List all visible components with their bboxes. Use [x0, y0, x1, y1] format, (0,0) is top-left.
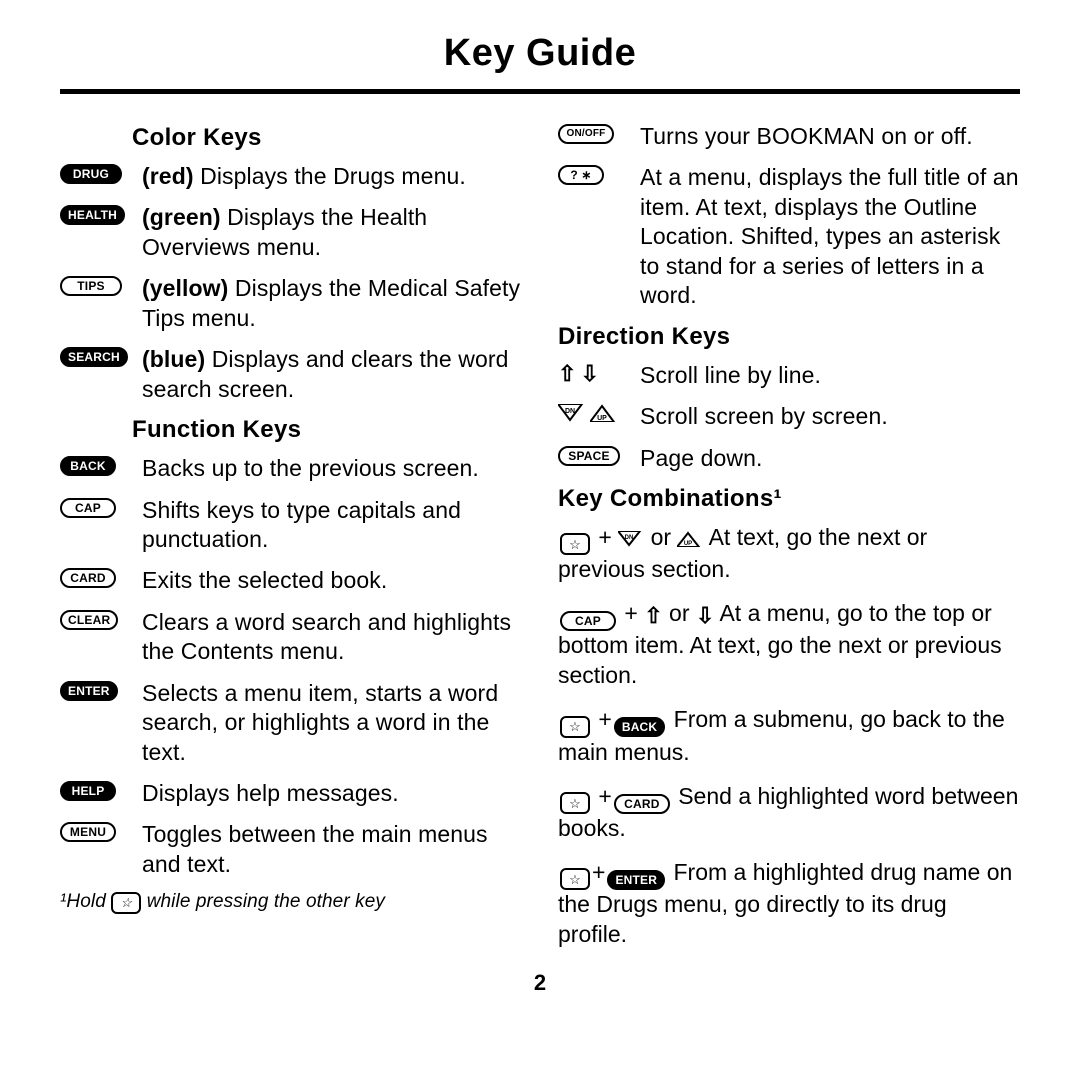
title-rule: [60, 89, 1020, 94]
star-icon: ☆: [560, 792, 590, 814]
updown-arrows-icon: ⇧⇩: [558, 363, 599, 385]
entry-back: BACK Backs up to the previous screen.: [60, 454, 522, 483]
entry-space: SPACE Page down.: [558, 444, 1020, 473]
entry-help: HELP Displays help messages.: [60, 779, 522, 808]
desc-qstar: At a menu, displays the full title of an…: [640, 163, 1020, 310]
heading-direction-keys: Direction Keys: [558, 323, 1020, 351]
page: Key Guide Color Keys DRUG (red) Displays…: [0, 0, 1080, 1016]
desc-drug: (red) Displays the Drugs menu.: [142, 162, 522, 191]
entry-menu: MENU Toggles between the main menus and …: [60, 820, 522, 879]
entry-cap: CAP Shifts keys to type capitals and pun…: [60, 496, 522, 555]
desc-card: Exits the selected book.: [142, 566, 522, 595]
key-enter-combo: ENTER: [607, 870, 665, 890]
entry-clear: CLEAR Clears a word search and highlight…: [60, 608, 522, 667]
combo-4: ☆ +CARD Send a highlighted word be­tween…: [558, 782, 1020, 844]
combo-1: ☆ + DN or UP At text, go the next or pre…: [558, 523, 1020, 585]
entry-updown: ⇧⇩ Scroll line by line.: [558, 361, 1020, 390]
key-back-combo: BACK: [614, 717, 665, 737]
key-onoff: ON/OFF: [558, 124, 614, 144]
combo-2: CAP + ⇧ or ⇩ At a menu, go to the top or…: [558, 599, 1020, 691]
desc-clear: Clears a word search and highlights the …: [142, 608, 522, 667]
star-icon: ☆: [111, 892, 141, 914]
desc-help: Displays help messages.: [142, 779, 522, 808]
desc-menu: Toggles between the main menus and text.: [142, 820, 522, 879]
page-number: 2: [60, 970, 1020, 996]
key-health: HEALTH: [60, 205, 125, 225]
key-qstar: ? ∗: [558, 165, 604, 185]
entry-qstar: ? ∗ At a menu, displays the full title o…: [558, 163, 1020, 310]
key-tips: TIPS: [60, 276, 122, 296]
key-card: CARD: [60, 568, 116, 588]
combo-3: ☆ +BACK From a submenu, go back to the m…: [558, 705, 1020, 767]
left-column: Color Keys DRUG (red) Displays the Drugs…: [60, 122, 522, 964]
key-back: BACK: [60, 456, 116, 476]
right-column: ON/OFF Turns your BOOKMAN on or off. ? ∗…: [558, 122, 1020, 964]
star-icon: ☆: [560, 716, 590, 738]
key-enter: ENTER: [60, 681, 118, 701]
star-icon: ☆: [560, 533, 590, 555]
footnote: ¹Hold ☆ while pressing the other key: [60, 891, 522, 914]
dnup-icon: DN UP: [558, 404, 618, 422]
desc-enter: Selects a menu item, starts a word searc…: [142, 679, 522, 767]
svg-text:UP: UP: [597, 415, 607, 422]
key-card-combo: CARD: [614, 794, 670, 814]
desc-space: Page down.: [640, 444, 1020, 473]
entry-health: HEALTH (green) Displays the Health Overv…: [60, 203, 522, 262]
key-clear: CLEAR: [60, 610, 118, 630]
key-help: HELP: [60, 781, 116, 801]
page-title: Key Guide: [60, 32, 1020, 75]
entry-onoff: ON/OFF Turns your BOOKMAN on or off.: [558, 122, 1020, 151]
key-menu: MENU: [60, 822, 116, 842]
desc-search: (blue) Displays and clears the word sear…: [142, 345, 522, 404]
entry-drug: DRUG (red) Displays the Drugs menu.: [60, 162, 522, 191]
desc-cap: Shifts keys to type capitals and punctua…: [142, 496, 522, 555]
desc-dnup: Scroll screen by screen.: [640, 402, 1020, 431]
desc-onoff: Turns your BOOKMAN on or off.: [640, 122, 1020, 151]
desc-back: Backs up to the previous screen.: [142, 454, 522, 483]
star-icon: ☆: [560, 868, 590, 890]
key-drug: DRUG: [60, 164, 122, 184]
desc-tips: (yellow) Displays the Medi­cal Safety Ti…: [142, 274, 522, 333]
heading-function-keys: Function Keys: [132, 416, 522, 444]
entry-dnup: DN UP Scroll screen by screen.: [558, 402, 1020, 431]
heading-color-keys: Color Keys: [132, 124, 522, 152]
key-cap-combo: CAP: [560, 611, 616, 631]
entry-search: SEARCH (blue) Displays and clears the wo…: [60, 345, 522, 404]
heading-key-combos: Key Combinations¹: [558, 485, 1020, 513]
svg-text:DN: DN: [625, 535, 634, 541]
entry-card: CARD Exits the selected book.: [60, 566, 522, 595]
key-cap: CAP: [60, 498, 116, 518]
key-search: SEARCH: [60, 347, 128, 367]
desc-updown: Scroll line by line.: [640, 361, 1020, 390]
svg-text:UP: UP: [684, 541, 692, 547]
key-space: SPACE: [558, 446, 620, 466]
entry-tips: TIPS (yellow) Displays the Medi­cal Safe…: [60, 274, 522, 333]
desc-health: (green) Displays the Health Overviews me…: [142, 203, 522, 262]
columns: Color Keys DRUG (red) Displays the Drugs…: [60, 122, 1020, 964]
combo-5: ☆+ENTER From a highlighted drug name on …: [558, 858, 1020, 950]
svg-text:DN: DN: [565, 408, 575, 415]
entry-enter: ENTER Selects a menu item, starts a word…: [60, 679, 522, 767]
